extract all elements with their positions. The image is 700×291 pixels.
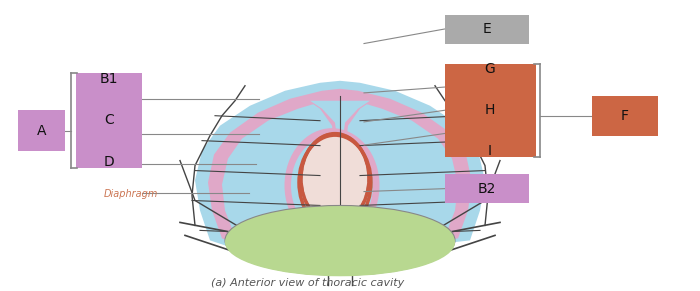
FancyBboxPatch shape: [76, 72, 142, 168]
FancyBboxPatch shape: [18, 110, 65, 151]
Text: F: F: [621, 109, 629, 123]
Polygon shape: [310, 101, 370, 246]
Polygon shape: [305, 99, 375, 252]
Text: B2: B2: [477, 182, 496, 196]
FancyBboxPatch shape: [444, 64, 536, 157]
Text: E: E: [482, 22, 491, 36]
FancyBboxPatch shape: [444, 174, 528, 203]
Ellipse shape: [225, 208, 455, 276]
FancyBboxPatch shape: [592, 96, 658, 136]
Text: G

H

I: G H I: [484, 62, 496, 159]
Ellipse shape: [291, 136, 373, 235]
Text: B1

C

D: B1 C D: [99, 72, 118, 169]
Polygon shape: [195, 81, 485, 260]
Text: Diaphragm: Diaphragm: [104, 189, 158, 199]
Ellipse shape: [225, 205, 455, 275]
Ellipse shape: [302, 135, 368, 222]
Polygon shape: [208, 89, 472, 257]
Polygon shape: [222, 99, 458, 252]
Text: A: A: [36, 124, 46, 138]
Ellipse shape: [284, 128, 379, 243]
Ellipse shape: [225, 205, 455, 275]
FancyBboxPatch shape: [444, 15, 528, 44]
Text: (a) Anterior view of thoracic cavity: (a) Anterior view of thoracic cavity: [211, 278, 405, 288]
